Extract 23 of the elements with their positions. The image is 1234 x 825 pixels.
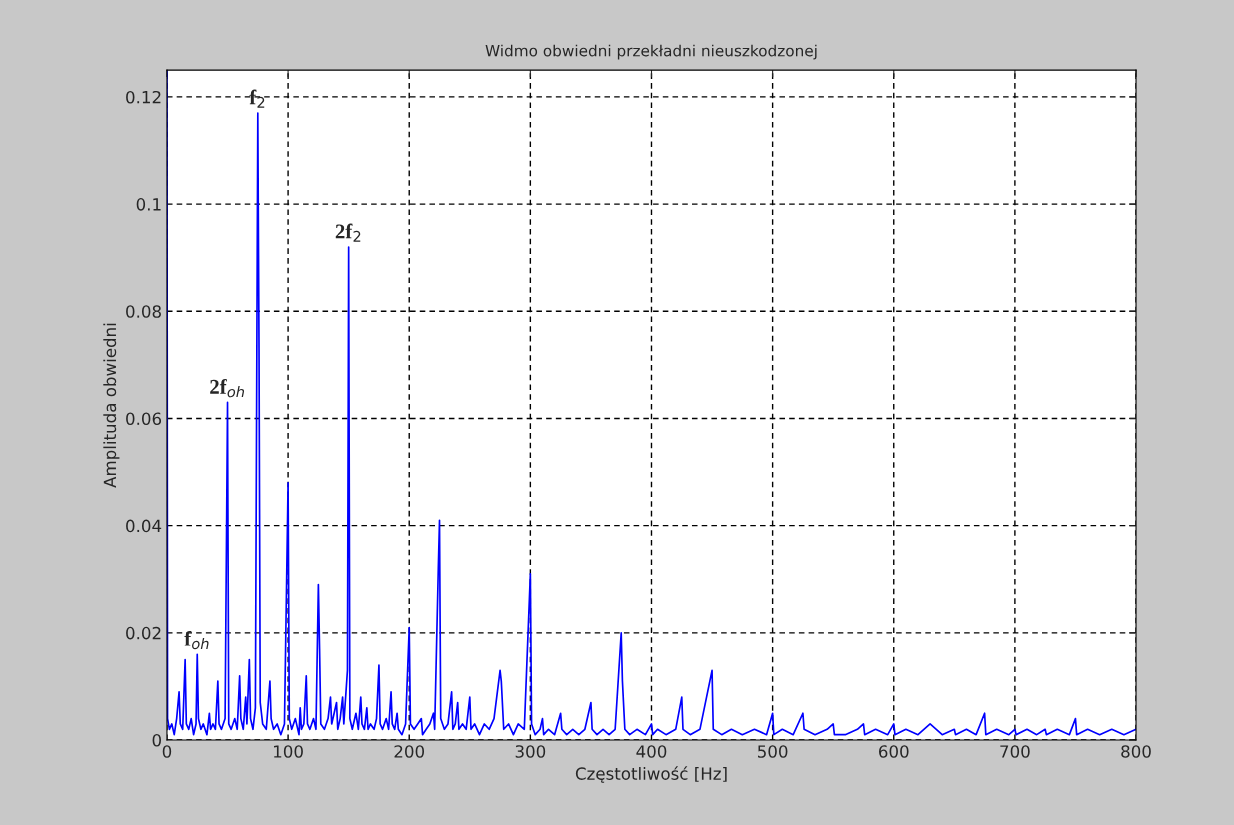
x-tick-label: 600 (879, 745, 909, 758)
x-tick-label: 0 (162, 745, 172, 758)
x-tick-label: 100 (274, 745, 303, 758)
annotation: 2f$_{oh}$ (210, 379, 245, 398)
annotation: 2f$_{2}$ (335, 223, 361, 242)
x-tick-label: 700 (1000, 745, 1030, 758)
x-tick-label: 800 (1121, 745, 1151, 758)
chart-title: Widmo obwiedni przekładni nieuszkodzonej (485, 44, 817, 60)
annotation: f$_{oh}$ (184, 630, 209, 650)
x-tick-label: 400 (636, 745, 667, 758)
x-tick-label: 200 (394, 745, 425, 758)
x-axis-title: Częstotliwość [Hz] (575, 766, 727, 783)
y-tick-label: 0.1 (136, 198, 161, 211)
y-tick-label: 0 (152, 733, 161, 747)
x-tick-label: 300 (515, 745, 546, 758)
y-tick-label: 0.08 (126, 305, 161, 318)
y-tick-label: 0.04 (126, 519, 162, 533)
y-tick-label: 0.12 (126, 90, 161, 104)
y-tick-label: 0.02 (126, 626, 161, 640)
x-tick-label: 500 (758, 745, 788, 758)
annotation: f$_{2}$ (249, 89, 265, 108)
y-axis-title: Amplituda obwiedni (103, 323, 120, 488)
y-tick-label: 0.06 (126, 412, 162, 426)
